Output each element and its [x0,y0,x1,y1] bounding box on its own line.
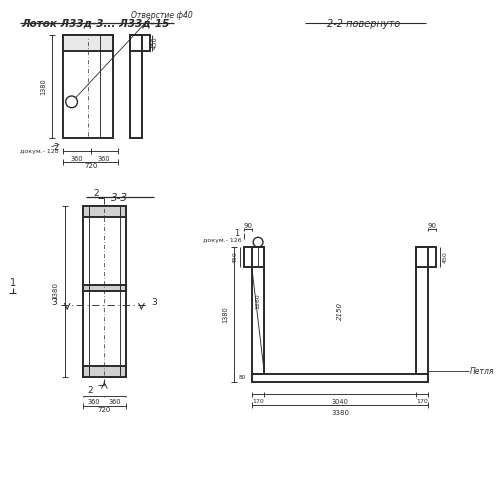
Bar [130,35,142,138]
Bar [416,247,428,374]
Bar [252,247,264,374]
Text: 360: 360 [108,400,122,406]
Text: 720: 720 [98,407,111,413]
Text: 1280: 1280 [256,293,260,308]
Text: 450: 450 [232,251,237,262]
Text: 3380: 3380 [331,410,349,416]
Text: докум.- 126: докум.- 126 [204,238,242,242]
Text: 450: 450 [442,251,448,262]
Text: 720: 720 [84,163,98,169]
Text: 1380: 1380 [41,78,47,95]
Text: 450: 450 [152,36,158,50]
Text: 2: 2 [53,142,59,152]
Text: 360: 360 [88,400,100,406]
Text: 90: 90 [244,222,252,228]
Bar [416,247,436,266]
Bar [130,35,150,51]
Text: 3-3: 3-3 [112,194,128,203]
Text: докум.- 128: докум.- 128 [20,150,59,154]
Bar [244,247,264,266]
Text: 90: 90 [428,222,437,228]
Text: 360: 360 [98,156,110,162]
Text: Отверстие ф40: Отверстие ф40 [131,11,193,20]
Bar [83,206,126,377]
Text: 3: 3 [151,298,157,306]
Text: 3040: 3040 [332,400,348,406]
Text: 2-2 повернуто: 2-2 повернуто [328,18,400,28]
Text: 170: 170 [252,400,264,404]
Bar [83,206,126,217]
Text: Лоток Л33д-3... Л33д-15: Лоток Л33д-3... Л33д-15 [22,18,170,28]
Bar [64,35,113,51]
Text: 1380: 1380 [222,306,228,323]
Text: 1: 1 [10,278,16,288]
Text: 170: 170 [416,400,428,404]
Text: 2150: 2150 [337,302,343,320]
Text: 2: 2 [88,386,94,395]
Text: 2: 2 [94,189,100,198]
Bar [252,374,428,382]
Text: Петля: Петля [470,366,494,376]
Bar [64,35,113,138]
Bar [83,366,126,377]
Text: 1: 1 [234,229,239,238]
Text: 360: 360 [70,156,84,162]
Bar [83,284,126,290]
Text: 80: 80 [238,376,246,380]
Text: 3380: 3380 [52,282,59,300]
Text: 3: 3 [52,298,58,306]
